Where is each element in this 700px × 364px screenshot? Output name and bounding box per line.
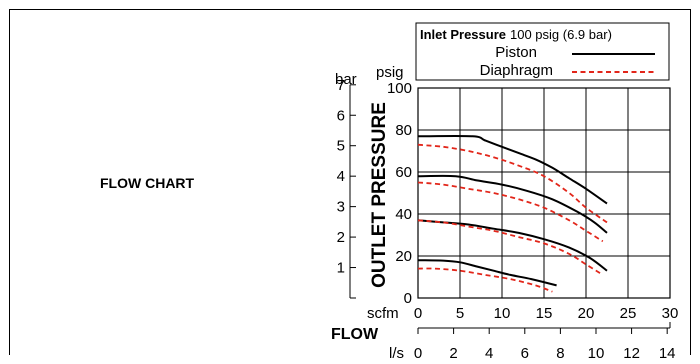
series-line-diaphragm-3 [417, 219, 604, 276]
y-tick-label-bar: 2 [337, 229, 345, 246]
y-tick-label-bar: 3 [337, 199, 345, 216]
y-tick-label-bar: 1 [337, 260, 345, 277]
series-line-diaphragm-4 [417, 267, 553, 293]
x-tick-label-ls: 14 [659, 345, 676, 362]
y-tick-label-psig: 0 [404, 290, 412, 307]
grid [417, 87, 671, 299]
x-tick-label-ls: 2 [449, 345, 457, 362]
y-tick-label-psig: 100 [387, 80, 412, 97]
plot-border [417, 87, 671, 299]
x-unit-scfm: scfm [367, 305, 399, 322]
x-tick-label-scfm: 10 [494, 305, 511, 322]
x-tick-label-ls: 10 [588, 345, 605, 362]
series-line-diaphragm-1 [417, 143, 608, 224]
legend-label-piston: Piston [495, 44, 537, 61]
x-tick-label-scfm: 15 [536, 305, 553, 322]
y-tick-label-psig: 60 [395, 164, 412, 181]
x-tick-label-ls: 0 [414, 345, 422, 362]
x-unit-ls: l/s [389, 345, 404, 362]
x-tick-label-ls: 8 [556, 345, 564, 362]
y-unit-psig: psig [376, 64, 404, 81]
legend-box [415, 22, 670, 81]
series-line-piston-1 [417, 134, 608, 205]
x-tick-label-scfm: 20 [578, 305, 595, 322]
series-line-piston-2 [417, 174, 608, 234]
x-tick-label-scfm: 25 [620, 305, 637, 322]
curves [417, 134, 608, 293]
y-tick-label-psig: 20 [395, 248, 412, 265]
legend-title-rest: 100 psig (6.9 bar) [510, 27, 612, 42]
y-tick-label-bar: 7 [337, 77, 345, 94]
x-tick-label-scfm: 0 [414, 305, 422, 322]
x-axis-title: FLOW [331, 326, 379, 343]
y-unit-bar: bar [335, 71, 357, 88]
x-tick-label-ls: 12 [623, 345, 640, 362]
x-tick-label-scfm: 5 [456, 305, 464, 322]
legend-title: Inlet Pressure 100 psig (6.9 bar) [420, 27, 612, 42]
chart-frame [9, 9, 691, 355]
series-line-piston-4 [417, 259, 557, 287]
y-tick-label-psig: 40 [395, 206, 412, 223]
series-line-piston-3 [417, 219, 608, 272]
y-axis-title: OUTLET PRESSURE [369, 102, 390, 288]
y-tick-label-bar: 5 [337, 138, 345, 155]
y-tick-label-psig: 80 [395, 122, 412, 139]
side-title: FLOW CHART [100, 175, 195, 191]
legend-label-diaphragm: Diaphragm [480, 62, 553, 79]
series-line-diaphragm-2 [417, 181, 604, 243]
y-tick-label-bar: 4 [337, 168, 345, 185]
x-tick-label-scfm: 30 [662, 305, 679, 322]
x-tick-label-ls: 4 [485, 345, 493, 362]
y-tick-label-bar: 6 [337, 107, 345, 124]
x-tick-label-ls: 6 [521, 345, 529, 362]
legend-title-bold: Inlet Pressure [420, 27, 506, 42]
